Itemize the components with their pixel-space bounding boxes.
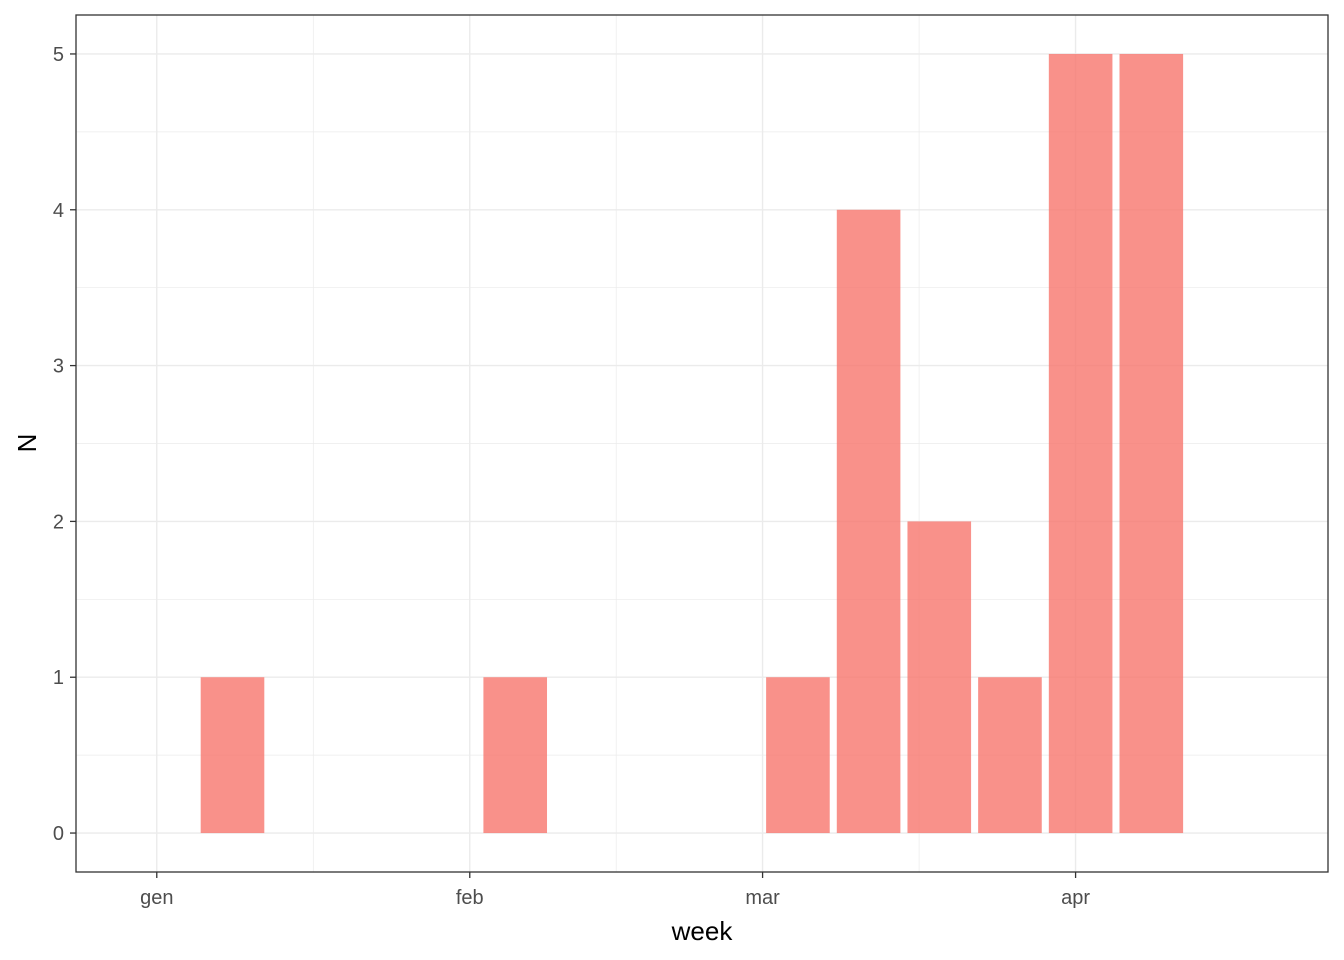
y-axis-ticks: 0 1 2 3 4 5 [53, 44, 76, 845]
bar [1048, 53, 1113, 834]
x-tick-label: mar [745, 887, 780, 909]
bar [978, 677, 1042, 834]
y-tick-label: 3 [53, 356, 64, 378]
x-tick-label: gen [140, 887, 173, 909]
bars [200, 53, 1184, 834]
x-axis-ticks: gen feb mar apr [140, 872, 1090, 909]
y-tick-label: 1 [53, 667, 64, 689]
y-tick-label: 5 [53, 44, 64, 66]
bar [1119, 53, 1184, 834]
bar [200, 677, 265, 834]
minor-gridlines [76, 15, 1328, 872]
x-tick-label: feb [456, 887, 484, 909]
y-tick-label: 4 [53, 200, 64, 222]
bar [483, 677, 548, 834]
plot-border [75, 14, 1329, 873]
y-tick-label: 0 [53, 823, 64, 845]
y-tick-label: 2 [53, 511, 64, 533]
x-axis-title: week [671, 916, 734, 946]
x-tick-label: apr [1061, 887, 1090, 909]
bar [766, 677, 830, 834]
y-axis-title: N [12, 434, 42, 453]
bar [836, 209, 901, 834]
bar [907, 521, 972, 834]
